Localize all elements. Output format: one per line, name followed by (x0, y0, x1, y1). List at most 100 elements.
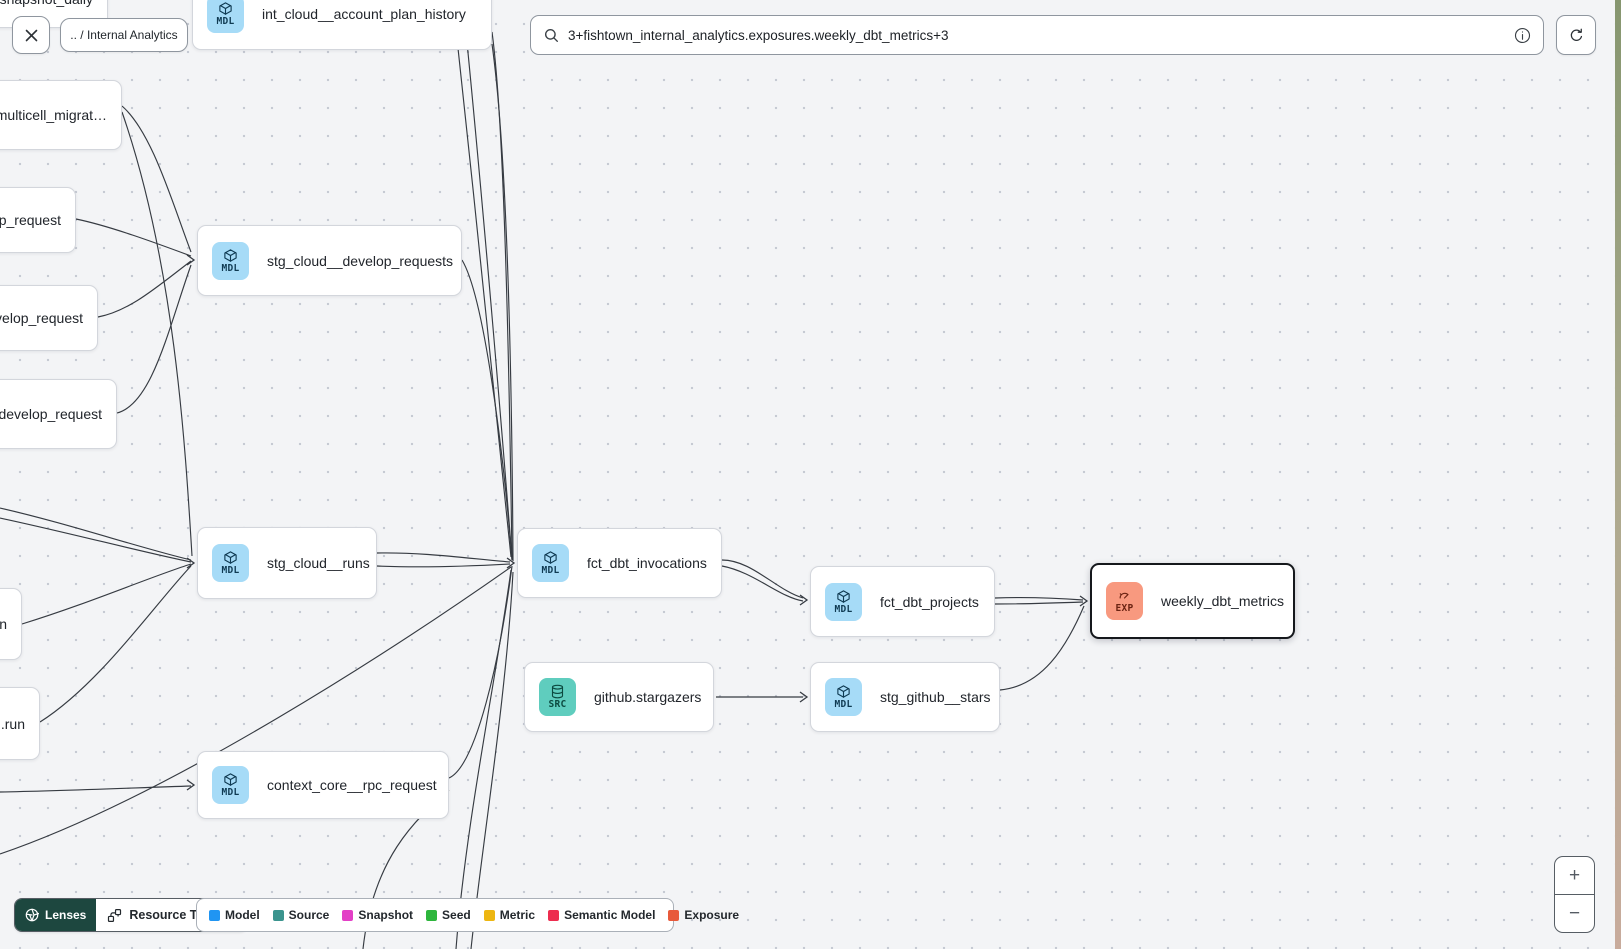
source-database-icon (551, 684, 564, 699)
breadcrumb[interactable]: .. / Internal Analytics (60, 18, 188, 52)
node-label: multicell_migrat… (0, 107, 107, 123)
node-stg-cloud-runs[interactable]: MDL stg_cloud__runs (197, 527, 377, 599)
resource-type-label: Resource Type (129, 908, 219, 922)
node-label: develop_request (0, 406, 102, 422)
edge (461, 259, 513, 561)
refresh-button[interactable] (1556, 15, 1596, 55)
legend-item-model: Model (209, 908, 260, 922)
node-fct-dbt-invocations[interactable]: MDL fct_dbt_invocations (517, 528, 722, 598)
node-label: context_core__rpc_request (267, 777, 437, 793)
arrowhead (186, 557, 196, 569)
node-velop-request[interactable]: velop_request (0, 285, 98, 351)
node-int-cloud-account-plan-history[interactable]: MDL int_cloud__account_plan_history (192, 0, 492, 50)
model-badge: MDL (825, 678, 862, 716)
model-cube-icon (219, 2, 232, 15)
model-badge: MDL (532, 544, 569, 582)
exposure-swatch (668, 909, 680, 921)
legend-item-source: Source (272, 908, 329, 922)
node-label: fct_dbt_projects (880, 593, 979, 610)
node-develop-request[interactable]: develop_request (0, 379, 117, 449)
node-label: p_request (0, 212, 61, 228)
model-cube-icon (224, 249, 237, 262)
zoom-in-button[interactable]: + (1568, 864, 1581, 886)
arrowhead (186, 254, 196, 266)
resource-graph-icon (108, 908, 122, 922)
model-cube-icon (837, 590, 850, 603)
close-button[interactable] (12, 16, 50, 54)
node-label: n (0, 616, 7, 632)
search-bar (530, 15, 1544, 55)
edge (0, 785, 192, 793)
node-label: fct_dbt_invocations (587, 555, 707, 571)
edge (994, 601, 1084, 605)
info-icon[interactable] (1514, 27, 1531, 44)
node-p-request[interactable]: p_request (0, 187, 76, 253)
semantic-model-swatch (548, 909, 560, 921)
edge (999, 605, 1085, 691)
seed-swatch (426, 909, 438, 921)
node-run-cut[interactable]: .run (0, 687, 40, 760)
exposure-gauge-icon (1119, 593, 1129, 599)
model-badge: MDL (212, 544, 249, 582)
node-stg-github-stars[interactable]: MDL stg_github__stars (810, 662, 1000, 732)
node-github-stargazers[interactable]: SRC github.stargazers (524, 662, 714, 732)
source-badge: SRC (539, 678, 576, 716)
edge (376, 563, 511, 568)
legend-item-exposure: Exposure (668, 908, 739, 922)
node-stg-cloud-develop-requests[interactable]: MDL stg_cloud__develop_requests (197, 225, 462, 296)
close-icon (25, 29, 37, 41)
node-n-cut[interactable]: n (0, 588, 22, 660)
edge (75, 218, 192, 257)
node-label: github.stargazers (594, 689, 702, 705)
model-badge: MDL (212, 766, 249, 804)
edge (116, 264, 192, 414)
node-multicell-migration[interactable]: multicell_migrat… (0, 80, 122, 150)
node-fct-dbt-projects[interactable]: MDL fct_dbt_projects (810, 566, 995, 637)
edge (0, 507, 192, 561)
legend-item-semantic-model: Semantic Model (548, 908, 655, 922)
edge (0, 517, 192, 563)
legend-item-seed: Seed (426, 908, 471, 922)
exposure-badge: EXP (1106, 582, 1143, 620)
node-weekly-dbt-metrics[interactable]: EXP weekly_dbt_metrics (1090, 563, 1295, 639)
edge (21, 563, 192, 625)
metric-swatch (483, 909, 495, 921)
edge (39, 565, 192, 723)
node-context-core-rpc-request[interactable]: MDL context_core__rpc_request (197, 751, 449, 819)
node-label: weekly_dbt_metrics (1161, 593, 1284, 609)
legend-item-snapshot: Snapshot (342, 908, 413, 922)
arrowhead (506, 557, 516, 569)
node-label: snapshot_daily (0, 0, 93, 7)
edge (721, 559, 804, 599)
edge (462, 0, 513, 560)
model-badge: MDL (207, 0, 244, 33)
arrowhead (1079, 595, 1089, 607)
model-cube-icon (837, 685, 850, 698)
lenses-button[interactable]: Lenses (15, 899, 97, 931)
search-input[interactable] (568, 27, 1505, 43)
node-label: velop_request (0, 310, 83, 326)
lens-aperture-icon (25, 908, 39, 922)
node-label: .run (0, 715, 25, 732)
edge (491, 31, 513, 561)
edge (121, 111, 193, 557)
breadcrumb-label: .. / Internal Analytics (70, 28, 178, 42)
edge (470, 571, 514, 949)
model-cube-icon (224, 551, 237, 564)
legend-item-metric: Metric (483, 908, 535, 922)
arrowhead (799, 594, 809, 606)
node-label: stg_cloud__runs (267, 555, 370, 571)
edge (448, 565, 513, 779)
edge (721, 565, 804, 602)
zoom-out-button[interactable]: − (1555, 894, 1594, 932)
source-swatch (272, 909, 284, 921)
node-label: stg_cloud__develop_requests (267, 252, 454, 269)
node-label: stg_github__stars (880, 689, 991, 705)
resource-type-legend: Model Source Snapshot Seed Metric Semant… (196, 898, 739, 932)
search-icon (544, 28, 559, 42)
model-badge: MDL (212, 241, 249, 280)
edge (121, 105, 192, 253)
arrowhead (799, 691, 809, 703)
edge (491, 43, 514, 562)
